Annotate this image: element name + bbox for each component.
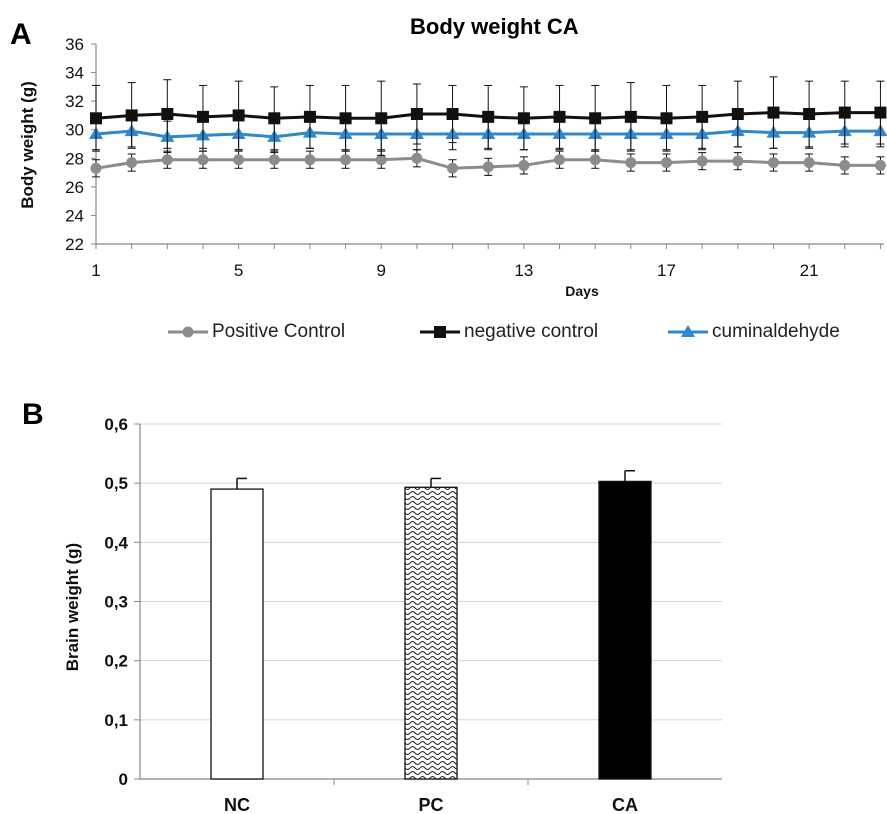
data-point (874, 106, 887, 119)
data-point (232, 109, 245, 122)
panel-label-b: B (22, 398, 44, 431)
data-point (874, 159, 886, 171)
x-tick-label: 1 (91, 261, 100, 280)
data-point (90, 112, 102, 125)
data-point (554, 154, 566, 166)
data-point (589, 154, 601, 166)
x-axis-label: Days (565, 283, 599, 299)
legend-label-cuminaldehyde: cuminaldehyde (712, 321, 840, 342)
data-point (410, 108, 423, 120)
legend-label-negative-control: negative control (464, 321, 599, 342)
data-point (339, 112, 352, 125)
panel-label-a: A (10, 18, 32, 51)
data-point (624, 110, 637, 123)
legend-label-positive-control: Positive Control (212, 321, 346, 342)
legend-item-cuminaldehyde: cuminaldehyde (668, 320, 840, 344)
x-category-label: PC (418, 795, 443, 814)
data-point (732, 155, 744, 167)
y-tick-label: 0,6 (104, 415, 128, 434)
data-point (553, 110, 566, 123)
series-negative-control (90, 76, 887, 156)
y-tick-label: 0,4 (104, 533, 128, 552)
x-tick-label: 17 (657, 261, 676, 280)
y-tick-label: 32 (65, 92, 84, 111)
data-point (90, 162, 102, 174)
data-point (340, 154, 352, 166)
data-point (589, 112, 602, 125)
y-tick-label: 24 (65, 206, 84, 225)
data-point (126, 157, 138, 169)
legend-marker-circle-icon (168, 320, 208, 344)
data-point (304, 154, 316, 166)
y-tick-label: 28 (65, 149, 84, 168)
legend-item-negative-control: negative control (420, 320, 598, 344)
y-tick-label: 34 (65, 64, 84, 83)
x-category-label: NC (224, 795, 250, 814)
data-point (447, 162, 459, 174)
data-point (839, 159, 851, 171)
series-positive-control (90, 149, 886, 178)
data-point (625, 157, 637, 169)
data-point (517, 112, 530, 125)
data-point (731, 108, 744, 120)
data-point (696, 155, 708, 167)
y-axis-label: Body weight (g) (18, 81, 37, 208)
data-point (767, 157, 779, 169)
chart-a-legend: Positive Control negative control cumina… (0, 320, 887, 344)
data-point (803, 157, 815, 169)
y-tick-label: 30 (65, 121, 84, 140)
data-point (268, 154, 280, 166)
data-point (518, 159, 530, 171)
data-point (482, 161, 494, 173)
legend-marker-square-icon (420, 320, 460, 344)
y-tick-label: 0,1 (104, 711, 128, 730)
y-tick-label: 0 (119, 770, 128, 789)
x-tick-label: 5 (234, 261, 243, 280)
bar-ca (598, 480, 652, 780)
data-point (268, 112, 281, 125)
x-tick-label: 21 (800, 261, 819, 280)
data-point (838, 106, 851, 119)
body-weight-line-chart: 22 24 26 28 30 32 34 36 1 5 9 13 17 21 Days Body weight… (18, 35, 887, 299)
data-point (411, 152, 423, 164)
x-tick-label: 9 (377, 261, 386, 280)
data-point (375, 112, 388, 125)
y-tick-label: 0,3 (104, 593, 128, 612)
bar-pc (404, 486, 458, 780)
y-tick-label: 0,5 (104, 474, 128, 493)
data-point (803, 108, 816, 120)
data-point (375, 154, 387, 166)
data-point (767, 106, 780, 119)
data-point (446, 108, 459, 120)
y-tick-label: 22 (65, 235, 84, 254)
data-point (482, 110, 495, 123)
data-point (196, 110, 209, 123)
data-point (125, 109, 138, 122)
y-tick-label: 0,2 (104, 652, 128, 671)
data-point (660, 112, 673, 125)
data-point (233, 154, 245, 166)
data-point (696, 110, 709, 123)
y-tick-label: 36 (65, 35, 84, 54)
data-point (197, 154, 209, 166)
chart-a-title: Body weight CA (410, 14, 579, 39)
data-point (161, 108, 174, 120)
legend-marker-triangle-icon (668, 320, 708, 344)
bar-nc (210, 488, 264, 780)
y-axis-label: Brain weight (g) (63, 543, 82, 671)
x-tick-label: 13 (514, 261, 533, 280)
data-point (161, 154, 173, 166)
data-point (660, 157, 672, 169)
data-point (303, 110, 316, 123)
y-tick-label: 26 (65, 178, 84, 197)
legend-item-positive-control: Positive Control (168, 320, 345, 344)
x-category-label: CA (612, 795, 638, 814)
